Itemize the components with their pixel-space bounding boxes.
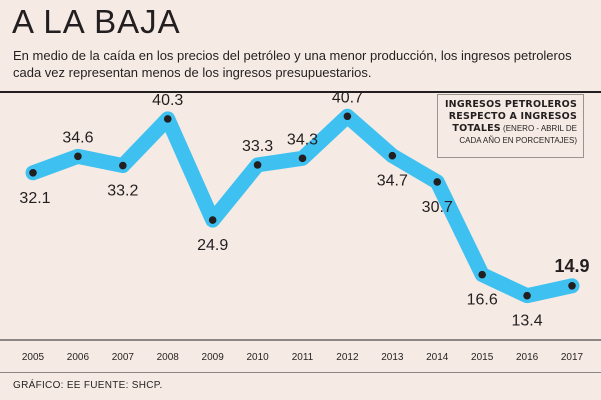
data-label-2005: 32.1 [19, 190, 50, 207]
legend-line-3: TOTALES (ENERO - ABRIL DE [442, 123, 577, 135]
data-labels: 32.1 34.6 33.2 40.3 24.9 33.3 34.3 40.7 34.7 30.7… [19, 93, 589, 330]
x-tick-2008: 2008 [157, 352, 180, 363]
x-tick-2015: 2015 [471, 352, 494, 363]
x-axis [0, 339, 601, 373]
x-tick-2010: 2010 [246, 352, 269, 363]
x-tick-2012: 2012 [336, 352, 359, 363]
data-point-2017 [568, 282, 576, 290]
data-markers [29, 112, 576, 300]
legend-line-4: CADA AÑO EN PORCENTAJES) [459, 136, 577, 145]
data-label-2010: 33.3 [242, 138, 273, 155]
data-label-2007: 33.2 [107, 183, 138, 200]
data-label-2009: 24.9 [197, 237, 228, 254]
data-label-2016: 13.4 [512, 313, 543, 330]
data-point-2015 [478, 270, 486, 279]
data-label-2013: 34.7 [377, 173, 408, 190]
x-tick-2007: 2007 [112, 352, 135, 363]
x-tick-2017: 2017 [561, 352, 584, 363]
data-point-2014 [433, 178, 442, 186]
legend-line-1: INGRESOS PETROLEROS [444, 99, 577, 110]
x-tick-2011: 2011 [292, 352, 314, 363]
data-label-2017: 14.9 [554, 256, 589, 276]
line-chart: 32.1 34.6 33.2 40.3 24.9 33.3 34.3 40.7 34.7 30.7… [0, 93, 601, 373]
data-point-2007 [119, 161, 127, 170]
data-point-2011 [298, 154, 307, 163]
x-tick-2005: 2005 [22, 352, 45, 363]
x-tick-2013: 2013 [381, 352, 404, 363]
data-point-2010 [253, 161, 262, 169]
data-label-2011: 34.3 [287, 131, 318, 148]
x-tick-2009: 2009 [202, 352, 225, 363]
data-label-2015: 16.6 [467, 292, 498, 309]
source-note: GRÁFICO: EE FUENTE: SHCP. [13, 380, 163, 391]
chart-title: A LA BAJA [12, 3, 181, 40]
data-point-2016 [523, 291, 531, 300]
data-point-2006 [74, 152, 82, 161]
x-tick-2014: 2014 [426, 352, 449, 363]
x-tick-labels: 2005 2006 2007 2008 2009 2010 2011 2012 2013 2014… [22, 352, 584, 363]
data-point-2012 [343, 112, 352, 121]
x-tick-2006: 2006 [67, 352, 90, 363]
data-point-2013 [388, 151, 397, 160]
data-label-2012: 40.7 [332, 93, 363, 106]
data-label-2006: 34.6 [62, 129, 93, 146]
data-label-2014: 30.7 [422, 199, 453, 216]
legend-box: INGRESOS PETROLEROS RESPECTO A INGRESOS … [437, 94, 584, 158]
legend-line-3-rest: (ENERO - ABRIL DE [500, 124, 577, 133]
data-label-2008: 40.3 [152, 93, 183, 109]
data-point-2008 [163, 115, 172, 123]
legend-line-2: RESPECTO A INGRESOS [448, 111, 577, 122]
data-point-2005 [29, 168, 37, 177]
data-point-2009 [208, 216, 217, 224]
x-tick-2016: 2016 [516, 352, 539, 363]
chart-subtitle: En medio de la caída en los precios del … [13, 48, 572, 80]
legend-line-3-bold: TOTALES [452, 123, 501, 134]
top-rule [0, 91, 601, 93]
